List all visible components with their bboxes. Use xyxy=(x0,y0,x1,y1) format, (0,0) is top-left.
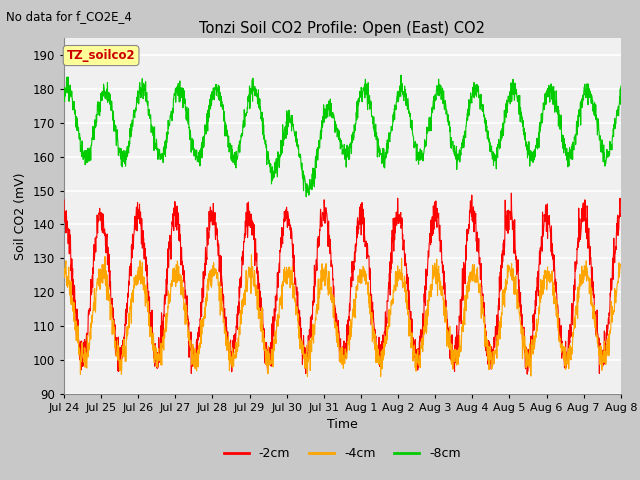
Y-axis label: Soil CO2 (mV): Soil CO2 (mV) xyxy=(14,172,27,260)
X-axis label: Time: Time xyxy=(327,418,358,431)
Title: Tonzi Soil CO2 Profile: Open (East) CO2: Tonzi Soil CO2 Profile: Open (East) CO2 xyxy=(200,21,485,36)
Legend: -2cm, -4cm, -8cm: -2cm, -4cm, -8cm xyxy=(219,443,466,466)
Text: TZ_soilco2: TZ_soilco2 xyxy=(67,49,136,62)
Text: No data for f_CO2E_4: No data for f_CO2E_4 xyxy=(6,10,132,23)
